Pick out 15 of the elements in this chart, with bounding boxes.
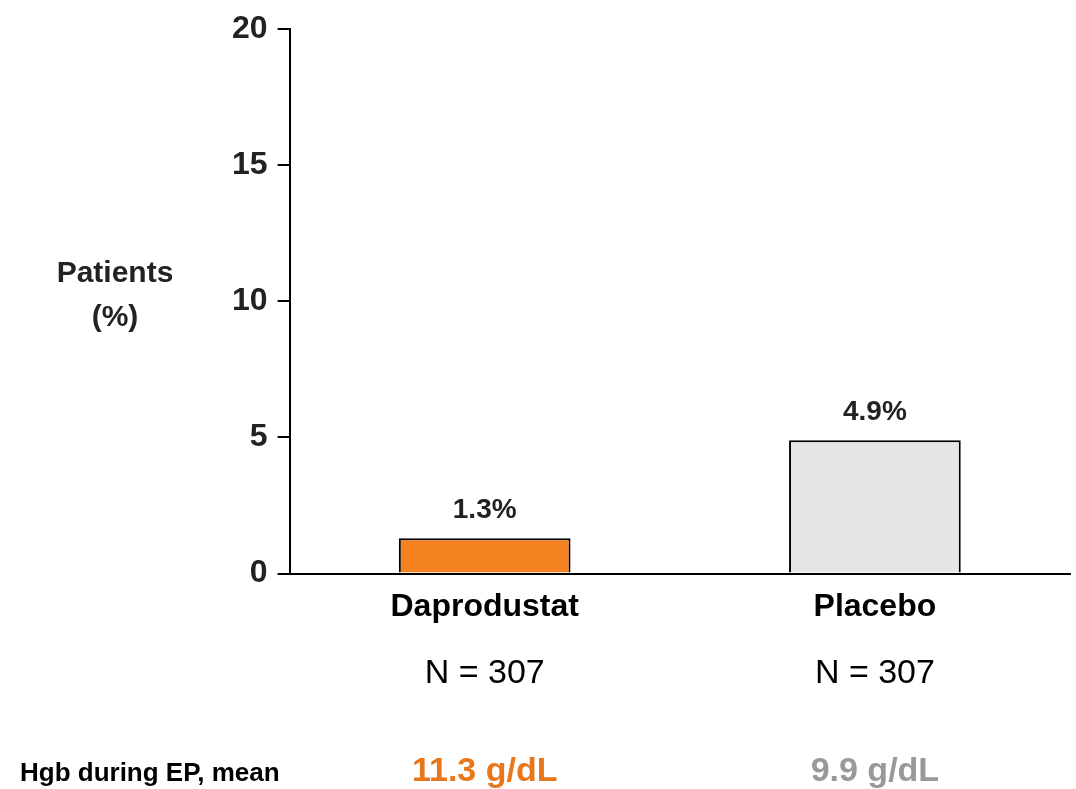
- y-axis-title: Patients (%): [55, 254, 175, 334]
- text: N = 307: [424, 652, 545, 691]
- text: 11.3 g/dL: [411, 750, 558, 789]
- text: 9.9 g/dL: [810, 750, 940, 789]
- x-tick-label: Placebo: [813, 586, 937, 623]
- y-tick-label: 20: [232, 9, 268, 46]
- y-tick-label: 15: [232, 145, 268, 182]
- x-tick-label: Daprodustat: [390, 586, 580, 623]
- y-tick-label: 10: [232, 281, 268, 318]
- y-tick-label: 5: [249, 417, 268, 454]
- data-label: 4.9%: [842, 394, 907, 426]
- y-tick-label: 0: [249, 553, 268, 590]
- data-label: 1.3%: [452, 492, 517, 524]
- text: N = 307: [814, 652, 935, 691]
- text: Hgb during EP, mean: [20, 757, 280, 788]
